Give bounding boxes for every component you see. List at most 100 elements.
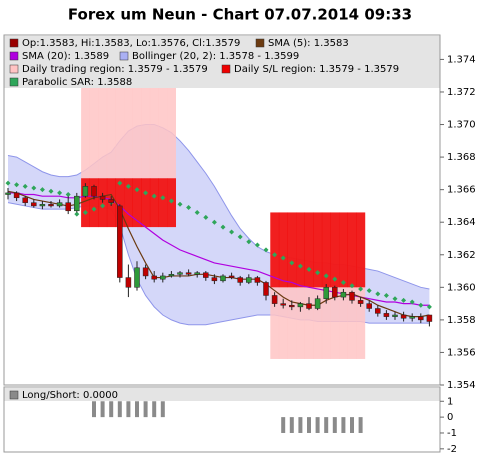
candle-body — [289, 304, 295, 308]
legend-box — [4, 36, 440, 88]
sl-region — [321, 212, 331, 288]
sar-dot — [297, 263, 303, 269]
candle-body — [297, 303, 304, 308]
long-short-bar — [92, 401, 96, 418]
long-short-bar — [143, 401, 148, 418]
sar-dot — [100, 203, 106, 209]
y-tick-label: 1.362 — [447, 250, 476, 261]
long-short-bar — [109, 401, 114, 418]
sar-dot — [39, 187, 45, 193]
candle-body — [194, 272, 200, 275]
candle-body — [65, 202, 71, 212]
sar-dot — [306, 266, 312, 272]
candle-body — [117, 205, 123, 278]
sar-dot — [254, 242, 260, 248]
candle-body — [366, 303, 372, 309]
legend-swatch — [221, 64, 231, 74]
y-tick-label: 1.364 — [447, 217, 476, 228]
candle-body — [168, 274, 175, 277]
sl-region — [330, 212, 340, 288]
sar-dot — [323, 273, 329, 279]
y-tick-label: 1.360 — [447, 282, 476, 293]
long-short-bar — [307, 417, 311, 433]
candle-body — [74, 195, 80, 212]
y-tick-label: 1.358 — [447, 315, 476, 326]
sar-dot — [366, 288, 372, 294]
sar-dot — [418, 302, 424, 308]
sar-dot — [5, 180, 11, 186]
sar-dot — [263, 247, 269, 253]
y-tick-label: 1 — [447, 396, 453, 407]
sl-region — [81, 178, 90, 228]
sar-dot — [237, 234, 243, 240]
sar-dot — [82, 209, 88, 215]
long-short-bar — [281, 417, 286, 433]
candle-body — [357, 300, 364, 304]
sar-dot — [57, 190, 63, 196]
candle-body — [91, 186, 97, 197]
sl-region — [89, 178, 99, 228]
sar-dot — [375, 291, 381, 297]
long-short-bar — [350, 417, 354, 433]
sar-dot — [186, 205, 192, 211]
trading-region — [149, 83, 159, 228]
legend-swatch — [9, 77, 19, 87]
long-short-bar — [332, 417, 337, 433]
sar-dot — [289, 260, 295, 266]
candle-body — [160, 275, 166, 280]
sar-dot — [349, 283, 355, 289]
legend-swatch — [9, 38, 19, 48]
sar-dot — [91, 206, 97, 212]
candle-body — [332, 287, 338, 298]
sar-dot — [125, 183, 131, 189]
legend-swatch — [255, 38, 265, 48]
candle-body — [48, 204, 54, 207]
sar-dot — [409, 299, 415, 305]
y-tick-label: 1.370 — [447, 120, 476, 131]
sl-region — [158, 178, 168, 228]
legend-label: Op:1.3583, Hi:1.3583, Lo:1.3576, Cl:1.35… — [22, 38, 240, 49]
trading-region — [106, 83, 116, 228]
sar-dot — [340, 279, 346, 285]
sar-dot — [160, 195, 166, 201]
sl-region — [270, 212, 280, 288]
sar-dot — [177, 201, 183, 207]
legend-label: Daily trading region: 1.3579 - 1.3579 — [22, 64, 208, 75]
sar-dot — [332, 276, 338, 282]
main-panel: 1.354 1.356 1.358 1.360 1.362 1.364 1.366 1.368… — [4, 36, 476, 391]
sar-dot — [134, 187, 140, 193]
sar-dot — [358, 286, 364, 292]
candle-body — [177, 272, 183, 275]
trading-region — [124, 83, 133, 228]
sar-dot — [31, 185, 37, 191]
sar-dot — [220, 224, 226, 230]
sl-region — [149, 178, 159, 228]
candle-body — [306, 303, 312, 309]
sar-dot — [272, 252, 278, 258]
y-tick-label: 1.368 — [447, 152, 476, 163]
sar-dot — [143, 190, 149, 196]
candle-body — [142, 267, 149, 277]
candle-body — [211, 277, 218, 282]
trading-region — [141, 83, 151, 228]
candle-body — [426, 314, 433, 322]
legend-label: Daily S/L region: 1.3579 - 1.3579 — [234, 64, 399, 75]
legend-swatch — [9, 64, 19, 74]
chart-title: Forex um Neun - Chart 07.07.2014 09:33 — [68, 6, 412, 24]
long-short-bar — [152, 401, 157, 418]
legend-label: SMA (20): 1.3589 — [22, 51, 109, 62]
sl-region — [141, 178, 151, 228]
long-short-bar — [289, 417, 294, 433]
long-short-bar — [298, 417, 303, 433]
sar-dot — [246, 239, 252, 245]
y-tick-label: 1.374 — [447, 54, 476, 65]
candle-body — [400, 314, 407, 319]
candle-body — [280, 303, 286, 306]
long-short-bar — [117, 401, 122, 418]
candle-body — [31, 202, 37, 207]
legend-box — [4, 388, 440, 401]
candle-body — [99, 195, 106, 200]
sar-dot — [203, 214, 209, 220]
candle-body — [185, 272, 192, 275]
